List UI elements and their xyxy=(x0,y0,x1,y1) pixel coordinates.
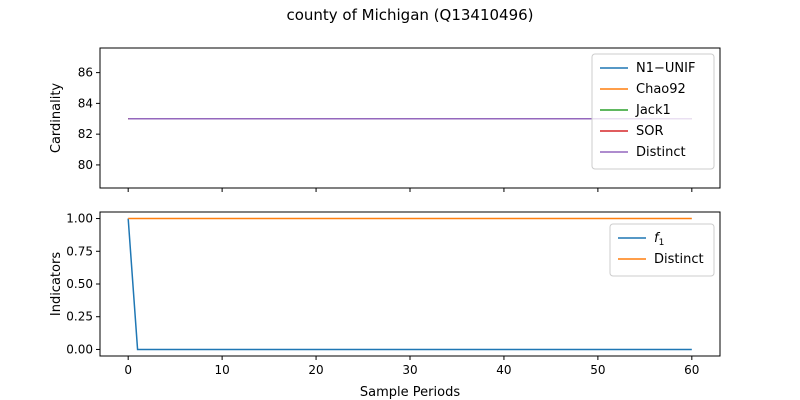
ytick-label-1-2: 0.50 xyxy=(66,277,93,291)
ytick-label-0-2: 84 xyxy=(78,96,93,110)
xtick-label-1-5: 50 xyxy=(590,363,605,377)
ytick-label-0-0: 80 xyxy=(78,158,93,172)
legend-label-0-4: Distinct xyxy=(636,145,686,160)
legend-label-1-1: Distinct xyxy=(654,252,704,267)
ytick-label-0-3: 86 xyxy=(78,66,93,80)
legend-label-0-1: Chao92 xyxy=(636,82,686,97)
legend-label-0-2: Jack1 xyxy=(635,103,671,118)
ytick-label-1-3: 0.75 xyxy=(66,244,93,258)
legend-label-0-0: N1−UNIF xyxy=(636,61,695,76)
legend-0 xyxy=(591,53,715,170)
xtick-label-1-2: 20 xyxy=(308,363,323,377)
xtick-label-1-0: 0 xyxy=(124,363,132,377)
xlabel-1: Sample Periods xyxy=(360,385,460,400)
figure-title: county of Michigan (Q13410496) xyxy=(286,6,533,24)
ytick-label-1-4: 1.00 xyxy=(66,212,93,226)
legend-label-1-0: f1 xyxy=(654,231,664,248)
ylabel-0: Cardinality xyxy=(49,83,64,154)
series-line-1-0 xyxy=(127,218,692,351)
legend-1 xyxy=(609,223,715,277)
xtick-label-1-3: 30 xyxy=(402,363,417,377)
ylabel-1: Indicators xyxy=(49,252,64,316)
indicators-panel: 0.00 0.25 0.50 0.75 1.00 0 10 20 30 40 50 60 Indicat… xyxy=(49,211,721,400)
cardinality-panel: 80 82 84 86 Cardinality N1−UNIF Chao92 Jack1 SOR… xyxy=(49,47,721,192)
ytick-label-0-1: 82 xyxy=(78,127,93,141)
ytick-label-1-0: 0.00 xyxy=(66,342,93,356)
xtick-label-1-1: 10 xyxy=(214,363,229,377)
legend-label-0-3: SOR xyxy=(636,124,664,139)
xtick-label-1-4: 40 xyxy=(496,363,511,377)
xtick-label-1-6: 60 xyxy=(684,363,699,377)
ytick-label-1-1: 0.25 xyxy=(66,310,93,324)
